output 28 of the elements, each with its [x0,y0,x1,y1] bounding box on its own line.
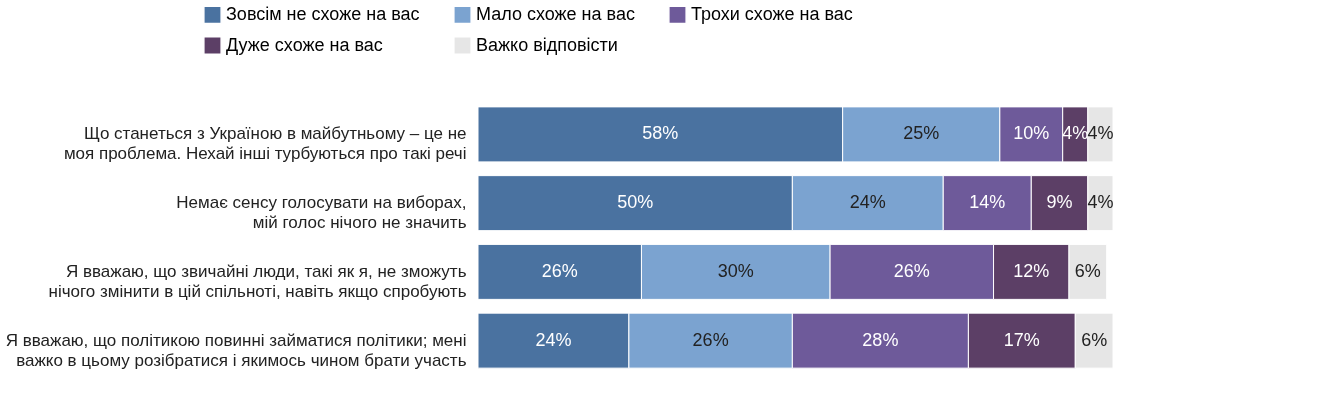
y-tick-label: Що станеться з Україною в майбутньому – це не моя проблема. Нехай інші турбуються про такі речі [63,124,467,164]
data-label: 25% [903,123,940,144]
data-label: 10% [1013,123,1050,144]
data-label: 17% [1003,329,1040,350]
data-label: 14% [969,192,1006,213]
y-tick-label: Я вважаю, що звичайні люди, такі як я, не зможуть нічого змінити в цій спільноті, навіть якщо спробують [48,261,467,301]
legend-label: Трохи схоже на вас [691,3,853,24]
y-tick-label: Немає сенсу голосувати на виборах, мій голос нічого не значить [176,193,467,233]
legend-label: Дуже схоже на вас [226,34,383,55]
data-label: 12% [1013,260,1050,281]
data-label: 26% [541,260,578,281]
legend-label: Важко відповісти [476,34,618,55]
data-label: 24% [535,329,572,350]
legend-label: Мало схоже на вас [476,3,635,24]
data-label: 24% [849,192,886,213]
data-label: 4% [1087,192,1114,213]
data-label: 50% [617,192,654,213]
data-label: 26% [692,329,729,350]
data-label: 30% [717,260,754,281]
legend-label: Зовсім не схоже на вас [226,3,420,24]
data-label: 6% [1074,260,1101,281]
data-label: 4% [1087,123,1114,144]
data-label: 28% [862,329,899,350]
data-label: 9% [1046,192,1073,213]
data-label: 6% [1081,329,1108,350]
data-label: 58% [642,123,679,144]
data-label: 26% [893,260,930,281]
y-tick-label: Я вважаю, що політикою повинні займатися політики; мені важко в цьому розібратися і якимось чином брати участь [5,330,467,370]
